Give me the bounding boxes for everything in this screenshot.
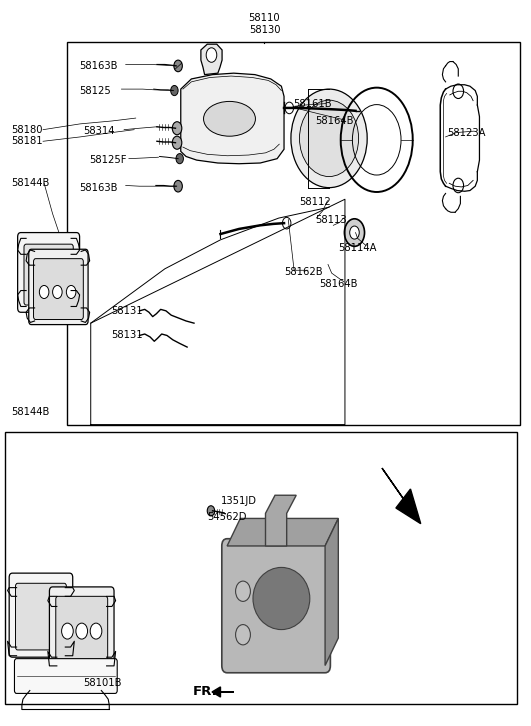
Bar: [5, 432, 517, 703]
Ellipse shape: [253, 568, 310, 629]
Circle shape: [453, 84, 464, 99]
Text: 58101B: 58101B: [83, 677, 121, 688]
Ellipse shape: [291, 89, 367, 187]
Circle shape: [39, 285, 49, 298]
Text: 58163B: 58163B: [79, 61, 117, 71]
Circle shape: [285, 102, 294, 114]
Text: 1351JD: 1351JD: [220, 496, 256, 506]
FancyArrow shape: [382, 468, 421, 523]
Text: 58180: 58180: [11, 125, 43, 135]
FancyBboxPatch shape: [24, 244, 73, 305]
Text: 58114A: 58114A: [339, 242, 377, 253]
Polygon shape: [266, 495, 296, 546]
Circle shape: [345, 219, 365, 246]
Circle shape: [453, 178, 464, 192]
Text: 58125: 58125: [79, 86, 111, 96]
Circle shape: [207, 506, 215, 516]
Text: 58163B: 58163B: [79, 183, 117, 192]
Text: 58181: 58181: [11, 136, 43, 146]
Circle shape: [172, 136, 182, 150]
FancyBboxPatch shape: [29, 249, 88, 325]
Polygon shape: [325, 518, 338, 666]
Polygon shape: [181, 73, 284, 164]
FancyBboxPatch shape: [56, 596, 108, 661]
Circle shape: [90, 623, 102, 639]
FancyBboxPatch shape: [49, 587, 114, 668]
FancyBboxPatch shape: [33, 258, 83, 319]
Circle shape: [236, 624, 251, 645]
Text: 58162B: 58162B: [284, 266, 323, 277]
Circle shape: [76, 623, 88, 639]
Circle shape: [236, 581, 251, 601]
Circle shape: [66, 285, 76, 298]
FancyBboxPatch shape: [222, 539, 330, 673]
Text: 54562D: 54562D: [207, 513, 247, 522]
Circle shape: [282, 217, 291, 229]
Circle shape: [53, 285, 62, 298]
FancyBboxPatch shape: [14, 658, 117, 693]
Text: 58131: 58131: [111, 330, 142, 340]
Ellipse shape: [203, 102, 255, 136]
Text: 58110: 58110: [249, 14, 280, 23]
FancyBboxPatch shape: [9, 573, 73, 657]
Text: 58144B: 58144B: [11, 407, 50, 417]
Text: 58161B: 58161B: [294, 99, 332, 110]
Text: FR.: FR.: [192, 685, 217, 698]
Text: 58131: 58131: [111, 306, 142, 316]
Text: 58164B: 58164B: [319, 279, 357, 289]
Text: 58123A: 58123A: [447, 128, 486, 137]
Circle shape: [176, 154, 183, 164]
Polygon shape: [227, 518, 338, 546]
Circle shape: [172, 122, 182, 135]
Circle shape: [350, 226, 359, 239]
Text: 58112: 58112: [299, 197, 331, 207]
Circle shape: [62, 623, 73, 639]
Circle shape: [170, 86, 178, 96]
Circle shape: [174, 180, 182, 192]
Polygon shape: [201, 44, 222, 75]
Text: 58144B: 58144B: [11, 179, 50, 188]
FancyBboxPatch shape: [15, 583, 66, 650]
Circle shape: [174, 60, 182, 72]
FancyBboxPatch shape: [18, 232, 80, 312]
Circle shape: [206, 48, 217, 62]
Text: 58314: 58314: [83, 126, 114, 136]
Text: 58113: 58113: [315, 215, 347, 225]
Text: 58125F: 58125F: [90, 155, 127, 165]
Ellipse shape: [299, 100, 358, 176]
Bar: [67, 42, 520, 425]
Text: 58164B: 58164B: [315, 116, 354, 126]
Text: 58130: 58130: [249, 25, 280, 35]
FancyArrow shape: [212, 687, 234, 697]
